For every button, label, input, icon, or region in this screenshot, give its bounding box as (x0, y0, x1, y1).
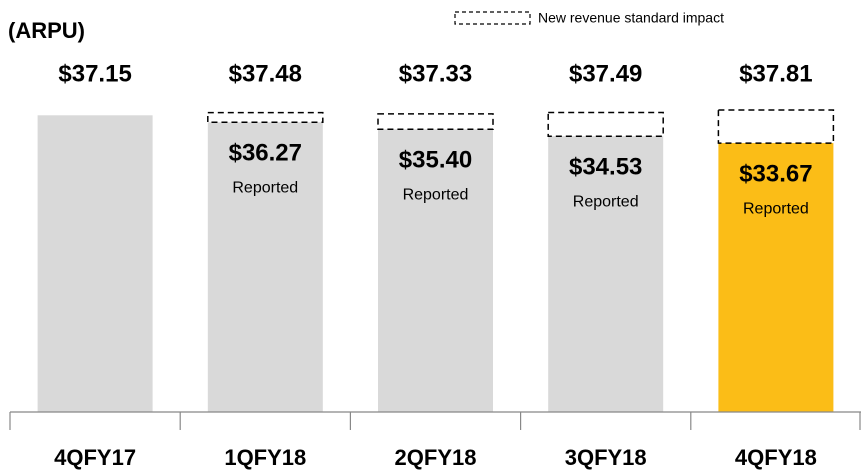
x-tick-label: 4QFY17 (54, 445, 136, 470)
series-label: Reported (232, 180, 298, 197)
series-label: Reported (403, 186, 469, 203)
impact-segment (547, 111, 664, 137)
impact-segment (207, 111, 324, 124)
series-label: Reported (743, 200, 809, 217)
total-label: $37.81 (739, 60, 812, 87)
total-label: $37.48 (229, 60, 302, 87)
chart-title: (ARPU) (8, 18, 85, 43)
bar (378, 129, 493, 413)
legend-swatch (454, 11, 531, 25)
value-label: $34.53 (569, 154, 642, 181)
value-label: $35.40 (399, 147, 472, 174)
impact-segment (717, 109, 835, 144)
value-label: $36.27 (229, 140, 302, 167)
bar (718, 143, 834, 412)
bar (207, 122, 323, 413)
x-tick-label: 2QFY18 (395, 445, 477, 470)
bar (37, 115, 153, 413)
x-tick-label: 3QFY18 (565, 445, 647, 470)
x-tick-label: 4QFY18 (735, 445, 817, 470)
value-label: $33.67 (739, 160, 812, 187)
total-label: $37.15 (58, 60, 131, 87)
impact-segment (377, 113, 494, 130)
total-label: $37.49 (569, 60, 642, 87)
legend-label: New revenue standard impact (538, 10, 724, 26)
bar (548, 136, 664, 412)
x-tick-label: 1QFY18 (224, 445, 306, 470)
total-label: $37.33 (399, 60, 472, 87)
series-label: Reported (573, 193, 639, 210)
